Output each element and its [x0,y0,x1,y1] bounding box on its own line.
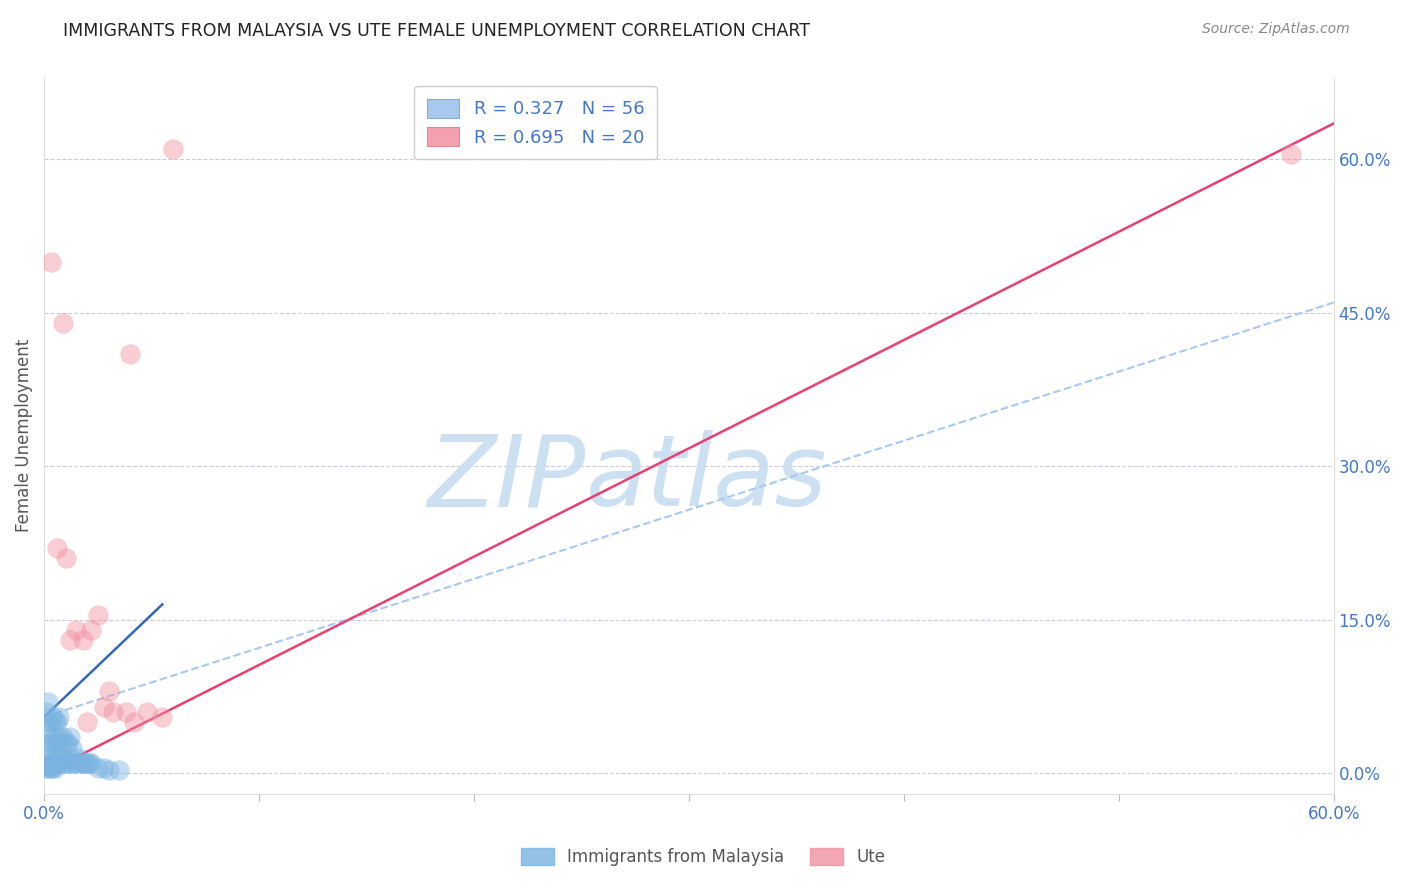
Point [37,756,59,770]
Point [76,714,98,729]
Point [46,714,69,729]
Point [52,731,75,745]
Point [35,705,58,719]
Point [93,699,115,714]
Legend: Immigrants from Malaysia, Ute: Immigrants from Malaysia, Ute [512,840,894,875]
Point [59,633,82,648]
Point [72,756,94,770]
Point [108,763,131,777]
Y-axis label: Female Unemployment: Female Unemployment [15,339,32,533]
Point [65,623,87,637]
Point [51,735,73,749]
Point [101,705,124,719]
Point [39,761,62,775]
Point [41,758,63,772]
Point [59,751,82,765]
Point [41,751,63,765]
Point [48,731,70,745]
Point [150,710,173,724]
Point [52,316,75,330]
Point [162,142,184,156]
Point [46,735,69,749]
Text: atlas: atlas [586,430,827,527]
Point [59,731,82,745]
Point [124,714,146,729]
Point [37,714,59,729]
Text: IMMIGRANTS FROM MALAYSIA VS UTE FEMALE UNEMPLOYMENT CORRELATION CHART: IMMIGRANTS FROM MALAYSIA VS UTE FEMALE U… [63,22,810,40]
Point [76,756,98,770]
Point [39,254,62,268]
Point [55,735,77,749]
Text: Source: ZipAtlas.com: Source: ZipAtlas.com [1202,22,1350,37]
Point [51,756,73,770]
Point [55,756,77,770]
Point [1279,147,1302,161]
Point [67,751,90,765]
Point [44,761,66,775]
Point [39,758,62,772]
Text: ZIP: ZIP [427,430,586,527]
Point [93,761,115,775]
Point [46,541,69,555]
Point [72,633,94,648]
Point [87,761,110,775]
Point [52,751,75,765]
Point [97,763,120,777]
Point [39,756,62,770]
Point [69,756,91,770]
Point [60,756,83,770]
Point [120,347,142,361]
Point [37,758,59,772]
Point [80,623,103,637]
Point [77,756,100,770]
Point [37,695,59,709]
Point [39,735,62,749]
Point [48,751,70,765]
Point [136,705,159,719]
Point [44,735,66,749]
Point [35,758,58,772]
Point [56,735,79,749]
Point [46,756,69,770]
Point [37,761,59,775]
Point [97,684,120,698]
Point [37,735,59,749]
Point [87,607,110,622]
Point [63,756,86,770]
Point [60,740,83,755]
Point [35,725,58,739]
Point [56,756,79,770]
Point [39,714,62,729]
Point [114,705,136,719]
Legend: R = 0.327   N = 56, R = 0.695   N = 20: R = 0.327 N = 56, R = 0.695 N = 20 [415,87,657,160]
Point [73,756,96,770]
Point [44,756,66,770]
Point [65,756,87,770]
Point [80,756,103,770]
Point [41,731,63,745]
Point [48,710,70,724]
Point [55,551,77,566]
Point [35,746,58,760]
Point [44,714,66,729]
Point [35,761,58,775]
Point [41,710,63,724]
Point [41,761,63,775]
